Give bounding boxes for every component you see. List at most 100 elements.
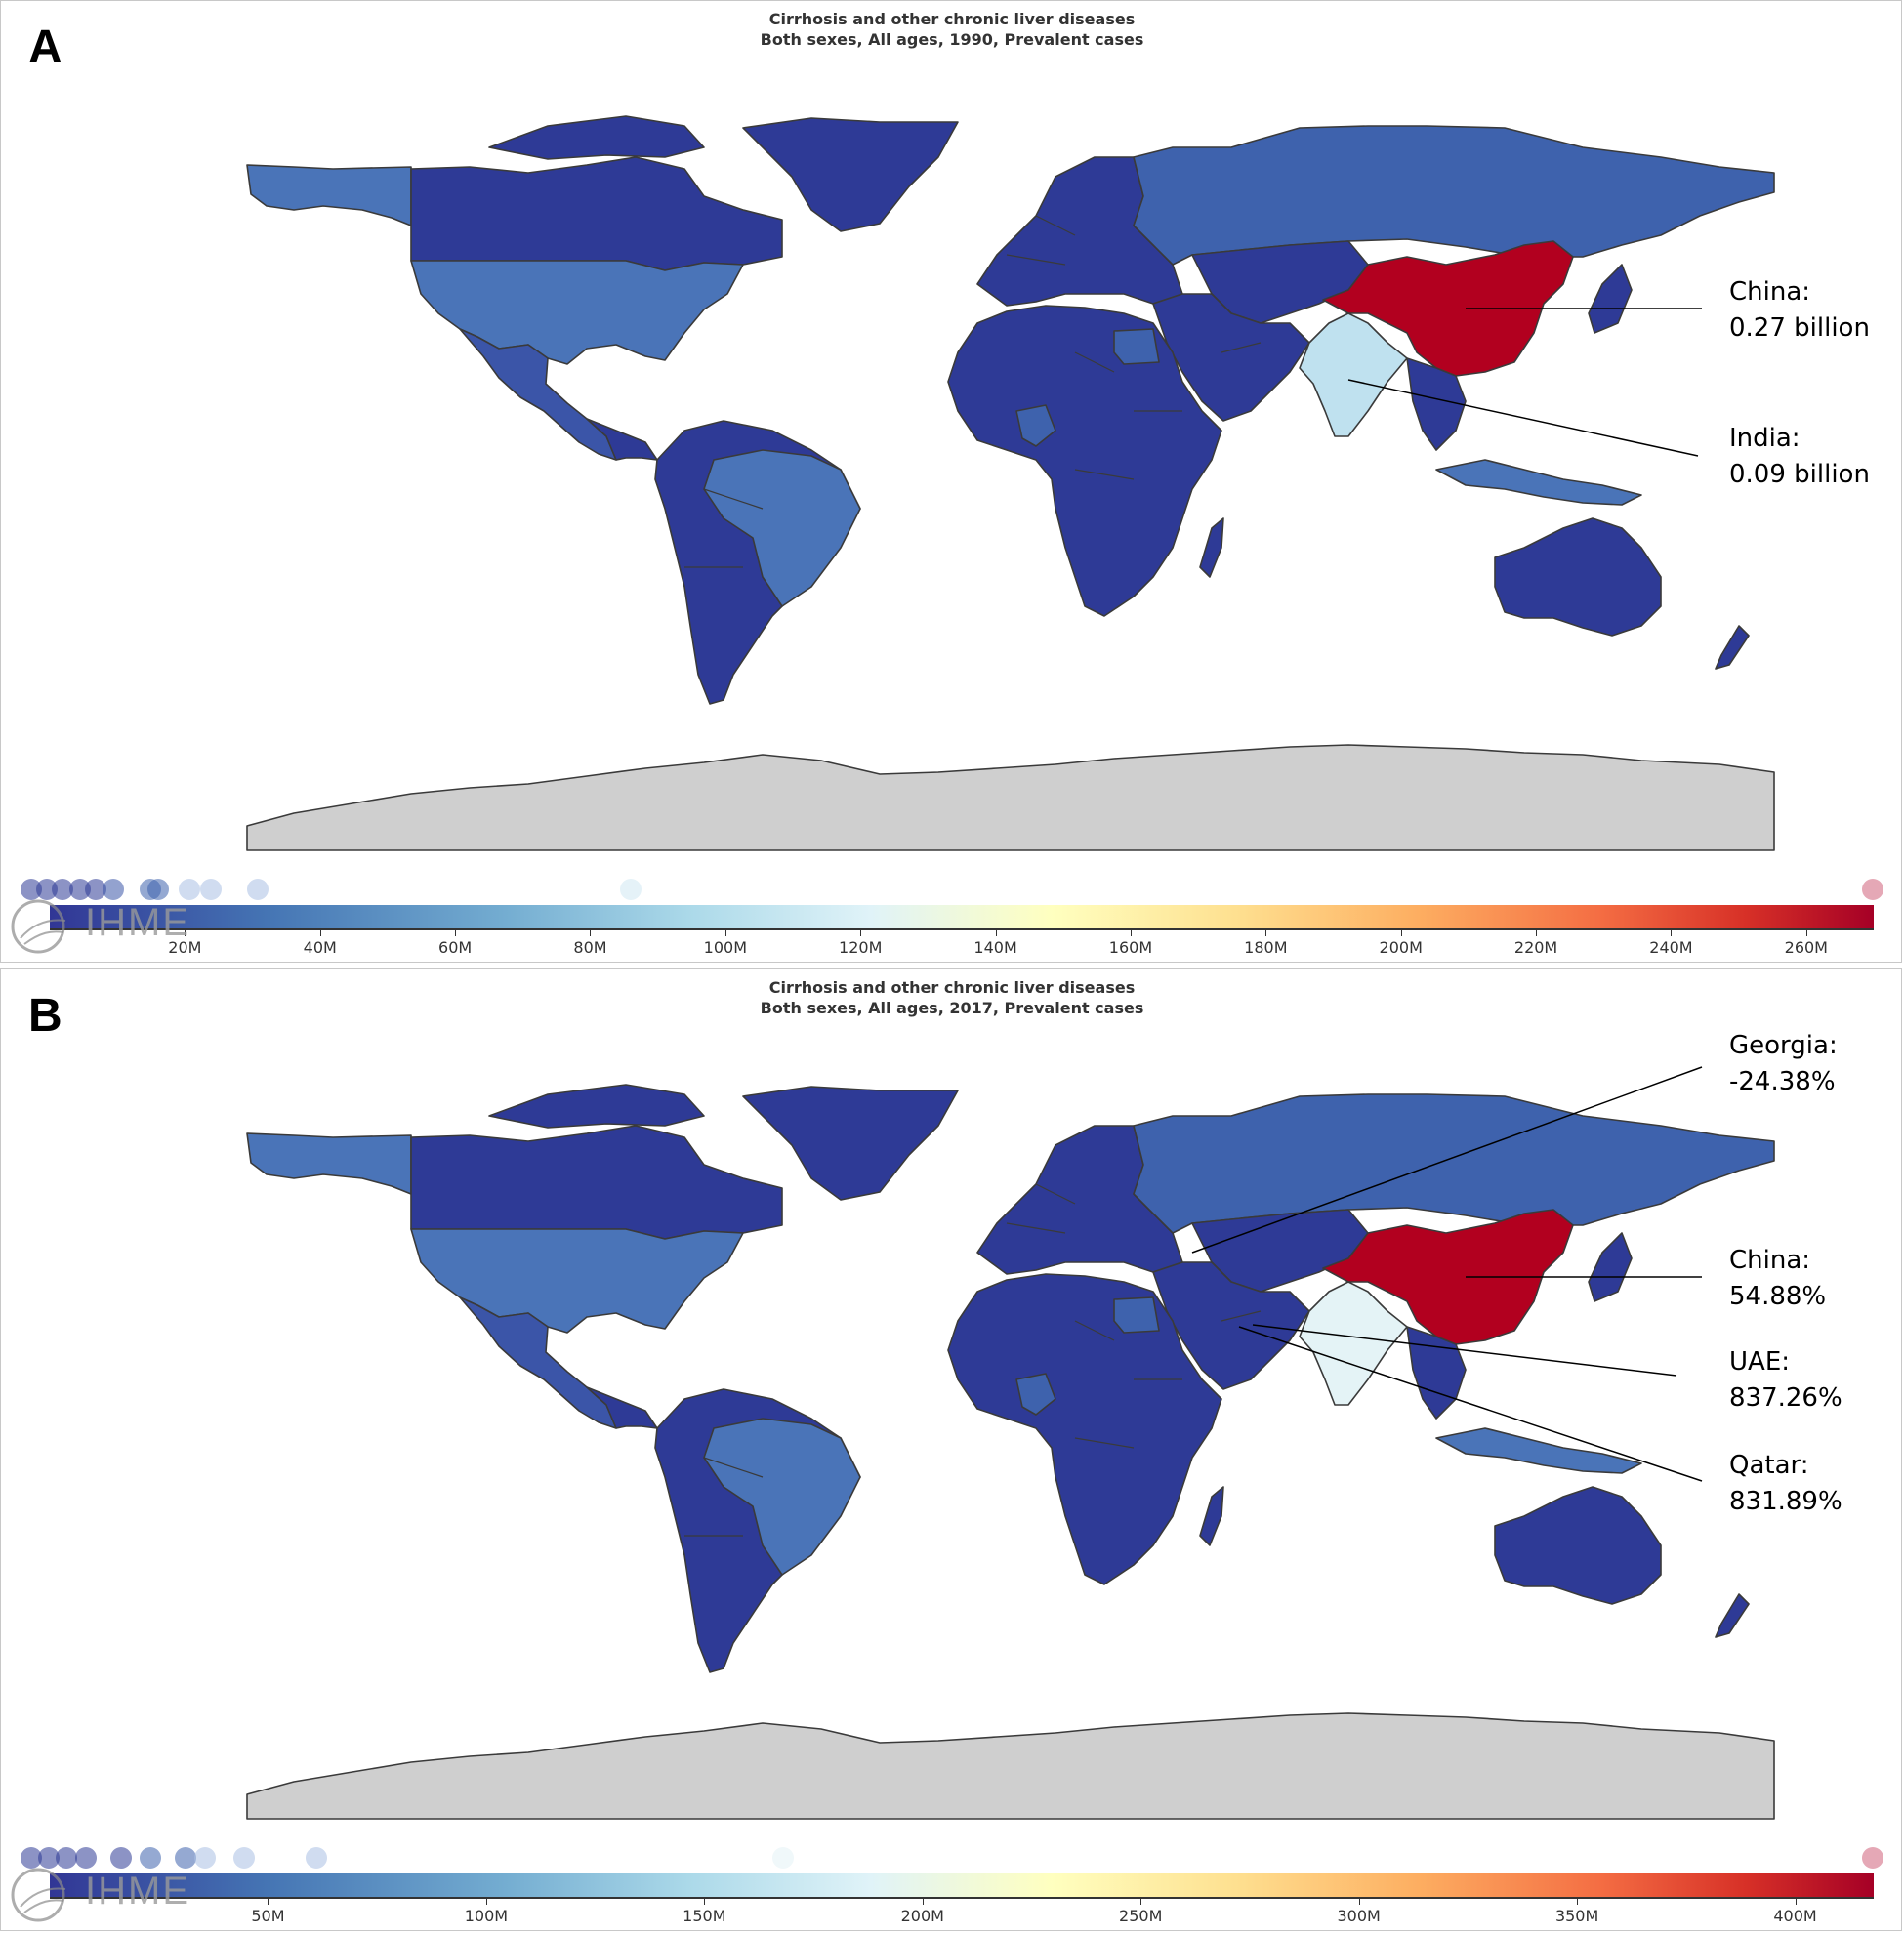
panel-letter: B [28,990,62,1042]
uae-callout: UAE: 837.26% [1729,1344,1842,1417]
scale-tick [1130,930,1132,936]
arctic-islands [488,115,705,160]
legend-dot [200,879,222,900]
callout-label: China: [1729,277,1811,307]
scale-tick [1265,930,1267,936]
color-scale-axis [50,928,1874,930]
scale-tick [590,930,592,936]
legend-dot [194,1847,216,1869]
legend-dot [179,879,200,900]
borders [684,215,1262,568]
scale-tick [1577,1899,1579,1905]
russia [1133,1093,1775,1234]
legend-dot [140,1847,161,1869]
ihme-logo-icon [11,899,66,954]
egypt [1113,1296,1160,1334]
scale-tick [1536,930,1538,936]
qatar-callout: Qatar: 831.89% [1729,1448,1842,1520]
scale-tick-label: 100M [464,1907,509,1925]
scale-tick [860,930,862,936]
egypt [1113,328,1160,365]
scale-tick-label: 20M [168,938,202,957]
callout-value: 831.89% [1729,1487,1842,1516]
japan [1588,1232,1633,1302]
nigeria [1015,1373,1056,1416]
legend-dot [21,1847,42,1869]
legend-dot [147,879,169,900]
scale-tick-label: 60M [438,938,473,957]
legend-dot [110,1847,132,1869]
scale-tick-label: 300M [1337,1907,1381,1925]
scale-tick [1795,1899,1797,1905]
india [1299,312,1408,437]
georgia-callout: Georgia: -24.38% [1729,1028,1838,1100]
scale-tick [995,930,997,936]
legend-dot [772,1847,794,1869]
antarctica [246,744,1775,851]
africa [947,1273,1222,1585]
brazil [703,1418,861,1576]
ihme-logo-icon [11,1868,66,1922]
callout-value: 837.26% [1729,1383,1842,1413]
australia [1494,1486,1662,1605]
scale-tick [319,930,321,936]
title-line-1: Cirrhosis and other chronic liver diseas… [768,10,1136,28]
callout-label: Qatar: [1729,1451,1809,1480]
callout-label: China: [1729,1246,1811,1275]
uae-callout-line [1252,1324,1677,1377]
scale-tick-label: 200M [1379,938,1423,957]
scale-tick-label: 240M [1649,938,1693,957]
scale-tick [455,930,457,936]
alaska [246,164,412,226]
scale-tick-label: 220M [1513,938,1558,957]
scale-tick [1358,1899,1360,1905]
scale-tick [1671,930,1673,936]
madagascar [1199,1486,1224,1546]
southeast-asia [1406,357,1467,451]
scale-tick-label: 400M [1773,1907,1817,1925]
china-callout: China: 0.27 billion [1729,274,1870,347]
map-title: Cirrhosis and other chronic liver diseas… [1,977,1903,1018]
legend-dot [75,1847,97,1869]
legend-dot [38,1847,60,1869]
legend-dot [247,879,269,900]
greenland [742,1086,959,1201]
scale-tick-label: 100M [703,938,748,957]
china [1322,240,1574,377]
india-callout-line [1347,379,1699,457]
indonesia [1435,1427,1642,1474]
map-panel-b: B Cirrhosis and other chronic liver dise… [0,968,1902,1931]
world-map [246,1084,1775,1820]
panel-letter: A [28,21,62,73]
scale-tick-label: 180M [1244,938,1288,957]
scale-tick [185,930,186,936]
qatar-callout-line [1238,1326,1703,1482]
legend-dot [56,1847,77,1869]
scale-tick-label: 150M [683,1907,726,1925]
map-title: Cirrhosis and other chronic liver diseas… [1,9,1903,50]
greenland [742,117,959,232]
georgia-callout-line [1191,1066,1703,1254]
scale-tick-label: 200M [900,1907,944,1925]
legend-dot [175,1847,196,1869]
africa [947,305,1222,617]
scale-tick [1805,930,1807,936]
scale-tick [704,1899,706,1905]
madagascar [1199,517,1224,578]
australia [1494,517,1662,637]
scale-tick-label: 120M [839,938,883,957]
scale-tick-label: 140M [973,938,1017,957]
legend-dot [1862,1847,1883,1869]
callout-label: Georgia: [1729,1031,1838,1060]
map-panel-a: A Cirrhosis and other chronic liver dise… [0,0,1902,963]
scale-tick-label: 250M [1119,1907,1163,1925]
brazil [703,449,861,607]
callout-label: India: [1729,424,1801,453]
legend-dot [85,879,106,900]
middle-east [1152,1261,1310,1390]
scale-tick-label: 350M [1554,1907,1599,1925]
scale-tick-label: 260M [1784,938,1828,957]
callout-value: -24.38% [1729,1067,1836,1096]
china-callout: China: 54.88% [1729,1243,1826,1315]
central-america [586,418,658,461]
